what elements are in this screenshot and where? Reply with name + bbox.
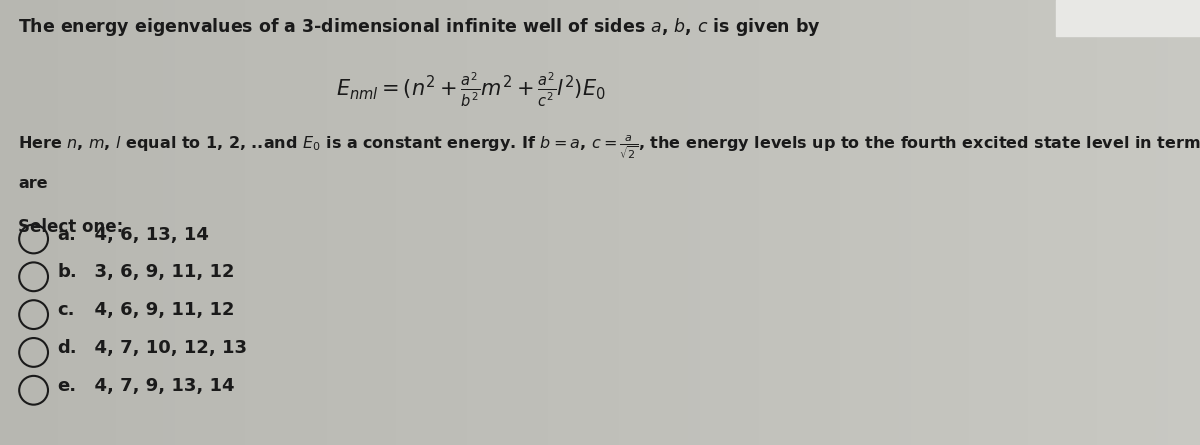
Text: b.: b. (58, 263, 77, 281)
Text: The energy eigenvalues of a 3-dimensional infinite well of sides $a$, $b$, $c$ i: The energy eigenvalues of a 3-dimensiona… (18, 16, 821, 37)
Text: a.: a. (58, 226, 77, 243)
Text: 4, 7, 9, 13, 14: 4, 7, 9, 13, 14 (82, 377, 234, 395)
Text: d.: d. (58, 339, 77, 357)
Text: 4, 7, 10, 12, 13: 4, 7, 10, 12, 13 (82, 339, 247, 357)
Text: Select one:: Select one: (18, 218, 124, 236)
Text: e.: e. (58, 377, 77, 395)
Text: Here $n$, $m$, $l$ equal to 1, 2, ..and $E_0$ is a constant energy. If $b = a$, : Here $n$, $m$, $l$ equal to 1, 2, ..and … (18, 134, 1200, 161)
Text: 4, 6, 9, 11, 12: 4, 6, 9, 11, 12 (82, 301, 234, 319)
Text: 4, 6, 13, 14: 4, 6, 13, 14 (82, 226, 209, 243)
Text: c.: c. (58, 301, 76, 319)
Text: are: are (18, 176, 48, 191)
Text: 3, 6, 9, 11, 12: 3, 6, 9, 11, 12 (82, 263, 234, 281)
Text: $E_{nml} = (n^2 + \frac{a^2}{b^2}m^2 + \frac{a^2}{c^2}l^2)E_0$: $E_{nml} = (n^2 + \frac{a^2}{b^2}m^2 + \… (336, 71, 606, 109)
